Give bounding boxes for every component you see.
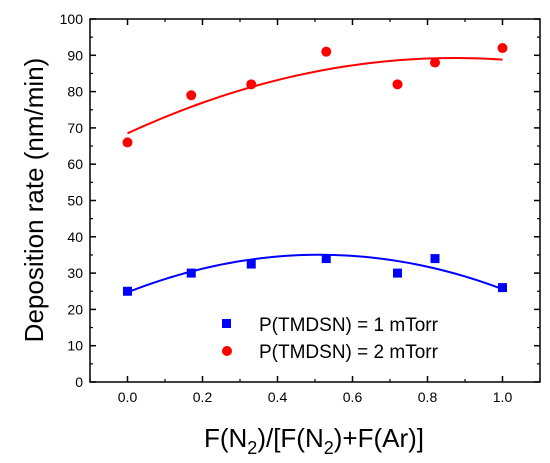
x-tick-label: 0.4 (268, 389, 288, 405)
data-point-series-2 (321, 46, 332, 57)
data-point-series-2 (497, 43, 508, 54)
data-point-series-1 (498, 283, 507, 293)
x-tick-label: 0.6 (343, 389, 363, 405)
x-tick-label: 1.0 (493, 389, 513, 405)
y-tick-label: 100 (60, 11, 84, 27)
data-point-series-1 (430, 254, 440, 264)
data-point-series-1 (186, 268, 196, 278)
legend-marker-1mtorr (222, 319, 231, 328)
y-tick-label: 0 (75, 374, 83, 390)
y-tick-label: 70 (67, 120, 83, 136)
legend-label-1mtorr: P(TMDSN) = 1 mTorr (259, 315, 439, 336)
axis-ticks: 0.0 0.2 0.4 0.6 0.8 1.0 0 10 20 30 40 50 60 70 80 90 100 (60, 11, 541, 405)
data-point-series-2 (246, 79, 257, 90)
x-tick-label: 0.0 (118, 389, 138, 405)
data-point-series-2 (186, 90, 197, 101)
y-tick-label: 30 (67, 265, 83, 281)
x-axis-label: F(N2)/[F(N2)+F(Ar)] (204, 423, 424, 458)
data-point-series-2 (122, 137, 133, 148)
data-point-series-1 (321, 254, 331, 264)
x-tick-label: 0.2 (193, 389, 213, 405)
fit-curve-series-2 (127, 57, 503, 135)
y-tick-label: 20 (67, 301, 83, 317)
data-point-series-1 (246, 259, 256, 269)
y-tick-label: 90 (67, 47, 83, 63)
data-point-series-1 (123, 286, 132, 296)
y-tick-label: 40 (67, 229, 83, 245)
y-tick-label: 10 (67, 338, 83, 354)
legend: P(TMDSN) = 1 mTorr P(TMDSN) = 2 mTorr (222, 315, 439, 363)
legend-marker-2mtorr (222, 346, 232, 356)
y-tick-label: 60 (67, 156, 83, 172)
y-axis-label: Deposition rate (nm/min) (19, 58, 49, 343)
fit-curve-series-1 (127, 253, 503, 294)
data-point-series-1 (393, 268, 402, 278)
x-tick-label: 0.8 (418, 389, 438, 405)
data-point-series-2 (430, 57, 440, 68)
y-tick-label: 50 (67, 193, 83, 209)
legend-label-2mtorr: P(TMDSN) = 2 mTorr (259, 342, 439, 363)
data-point-series-2 (392, 79, 403, 90)
y-tick-label: 80 (67, 84, 83, 100)
